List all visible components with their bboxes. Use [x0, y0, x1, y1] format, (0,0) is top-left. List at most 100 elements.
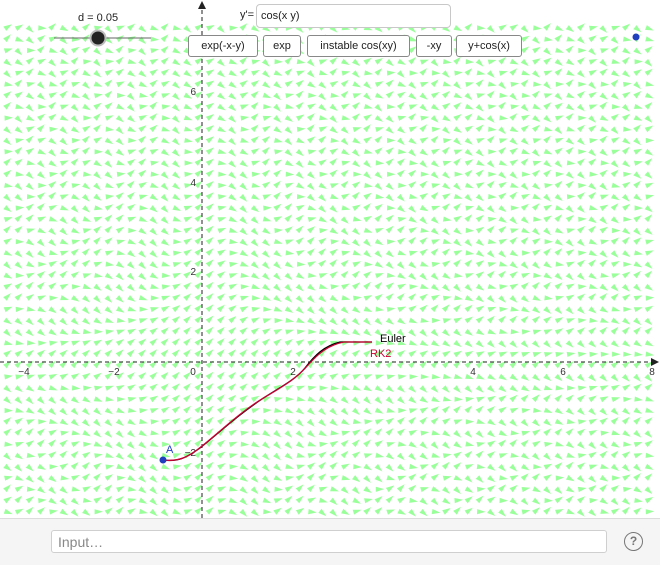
point-a[interactable]: [159, 456, 167, 464]
slope-arrow: [296, 452, 306, 458]
slope-arrow: [115, 506, 124, 515]
slope-arrow: [250, 124, 259, 133]
slope-arrow: [82, 430, 91, 437]
slope-arrow: [431, 294, 440, 301]
slope-arrow: [363, 227, 373, 233]
slope-arrow: [431, 374, 441, 380]
slope-arrow: [37, 216, 47, 223]
slope-arrow: [520, 282, 529, 290]
slope-arrow: [340, 396, 349, 404]
slope-arrow: [138, 318, 148, 324]
slope-arrow: [555, 137, 564, 144]
slope-arrow: [464, 295, 474, 302]
slope-arrow: [217, 58, 225, 67]
slope-arrow: [442, 283, 450, 292]
corner-point[interactable]: [632, 33, 640, 41]
slope-arrow: [82, 372, 91, 380]
slope-arrow: [543, 248, 552, 256]
slope-arrow: [82, 46, 91, 54]
preset-exp-neg-x-y-button[interactable]: exp(-x-y): [188, 35, 258, 57]
slope-arrow: [295, 171, 304, 179]
slope-arrow: [205, 383, 214, 391]
slope-arrow: [396, 101, 405, 110]
slope-arrow: [453, 304, 462, 313]
slope-arrow: [464, 430, 473, 438]
slope-arrow: [340, 349, 349, 358]
slope-arrow: [284, 126, 293, 134]
slope-arrow: [644, 361, 653, 369]
slope-arrow: [611, 508, 620, 515]
slope-arrow: [532, 261, 540, 269]
slope-arrow: [138, 182, 148, 189]
slope-arrow: [352, 261, 362, 268]
slope-arrow: [509, 295, 518, 303]
slope-arrow: [251, 59, 261, 65]
rk2-label: RK2: [370, 348, 391, 360]
slope-arrow: [521, 385, 530, 392]
slope-arrow: [633, 81, 641, 90]
graphics-view[interactable]: −4 −2 0 2 4 6 8 6 4 2 −2 Euler RK2 A: [0, 0, 660, 518]
slope-arrow: [633, 361, 642, 369]
slope-arrow: [611, 441, 620, 448]
preset-instable-cos-button[interactable]: instable cos(xy): [307, 35, 410, 57]
slope-arrow: [453, 360, 462, 369]
slope-arrow: [397, 497, 406, 504]
slope-arrow: [59, 25, 69, 32]
slope-arrow: [3, 158, 12, 166]
slope-arrow: [408, 227, 418, 234]
slope-arrow: [115, 68, 124, 76]
slope-arrow: [229, 261, 238, 267]
slope-arrow: [341, 508, 350, 515]
slope-arrow: [498, 340, 507, 348]
slope-arrow: [408, 216, 418, 223]
slope-arrow: [183, 115, 193, 121]
slope-arrow: [138, 250, 146, 258]
slope-arrow: [611, 25, 621, 31]
slope-arrow: [396, 452, 405, 461]
slope-arrow: [149, 383, 158, 391]
preset-exp-button[interactable]: exp: [263, 35, 301, 57]
slope-arrow: [520, 394, 529, 403]
slope-arrow: [3, 34, 12, 43]
slope-arrow: [340, 450, 349, 459]
slope-arrow: [239, 360, 248, 369]
slope-arrow: [217, 282, 226, 290]
slope-arrow: [149, 79, 158, 88]
slope-arrow: [82, 237, 91, 245]
slope-arrow: [453, 92, 463, 99]
slope-arrow: [115, 126, 124, 135]
slope-arrow: [543, 135, 551, 144]
help-icon[interactable]: ?: [624, 532, 643, 551]
slope-arrow: [48, 373, 58, 380]
equation-input[interactable]: [256, 4, 451, 28]
algebra-input[interactable]: [51, 530, 607, 553]
slider-handle[interactable]: [89, 29, 107, 47]
slope-arrow: [194, 91, 203, 99]
slope-arrow: [218, 194, 227, 200]
slope-arrow: [160, 57, 169, 65]
preset-neg-xy-button[interactable]: -xy: [416, 35, 452, 57]
slope-arrow: [622, 271, 631, 279]
slope-arrow: [408, 36, 418, 42]
slope-arrow: [565, 45, 574, 54]
slope-arrow: [127, 159, 136, 166]
slope-arrow: [566, 351, 576, 357]
rk2-curve[interactable]: [162, 341, 372, 462]
slope-arrow: [475, 214, 484, 223]
slope-arrow: [104, 306, 113, 314]
slope-arrow: [4, 149, 14, 155]
slope-arrow: [161, 475, 170, 482]
slope-arrow: [296, 70, 306, 76]
slope-arrow: [465, 464, 474, 470]
slope-arrow: [82, 473, 90, 481]
slope-arrow: [644, 58, 653, 67]
slope-arrow: [285, 103, 294, 109]
slope-arrow: [453, 441, 462, 448]
slope-arrow: [454, 373, 463, 379]
slope-arrow: [341, 418, 350, 425]
euler-curve[interactable]: [162, 341, 372, 462]
preset-y-plus-cos-button[interactable]: y+cos(x): [456, 35, 522, 57]
slope-arrow: [36, 317, 45, 326]
slope-arrow: [577, 124, 586, 133]
slope-arrow: [363, 385, 373, 392]
